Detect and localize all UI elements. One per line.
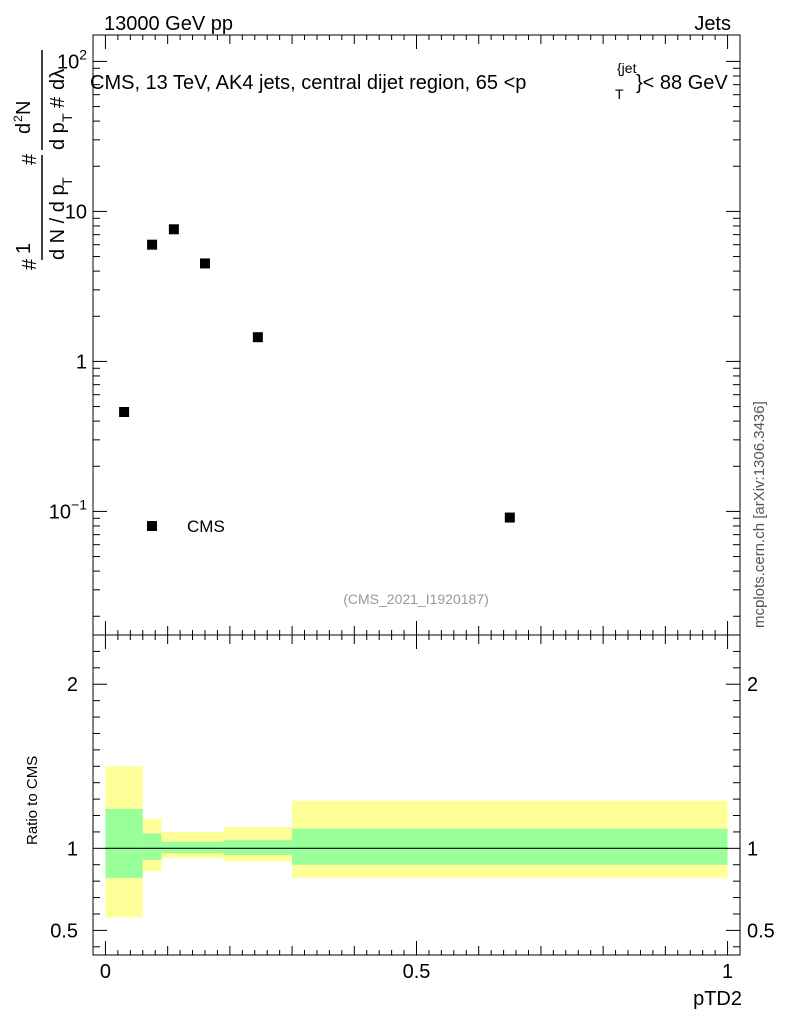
svg-text:d: d — [13, 123, 35, 134]
ratio-y-tick-label-right: 1 — [747, 838, 758, 860]
svg-text:#: # — [19, 258, 41, 270]
data-point — [199, 258, 210, 269]
svg-text:d p: d p — [47, 122, 69, 150]
main-frame — [92, 34, 741, 636]
main-y-tick-label: 1 — [76, 351, 87, 373]
ratio-tick-labels: 0.5 0.5 1 1 2 2 0 0.5 1 — [50, 674, 775, 983]
svg-text:N: N — [13, 101, 35, 115]
ratio-inner-band — [105, 808, 143, 878]
ratio-inner-band — [292, 828, 728, 865]
ratio-inner-band — [161, 841, 224, 854]
ratio-y-tick-label-left: 1 — [67, 838, 78, 860]
legend-marker — [147, 521, 157, 531]
x-tick-label: 0.5 — [403, 961, 431, 983]
energy-label: 13000 GeV pp — [104, 13, 233, 35]
ratio-y-tick-label-left: 2 — [67, 674, 78, 696]
analysis-id: (CMS_2021_I1920187) — [343, 591, 489, 607]
ratio-y-tick-label-left: 0.5 — [50, 920, 78, 942]
x-tick-label: 1 — [722, 961, 733, 983]
chart-title-sup: {jet — [617, 60, 637, 76]
main-panel: 10−1 1 10 102 CMS, 13 TeV, AK4 jets, centra… — [11, 34, 741, 636]
side-credit-label: mcplots.cern.ch [arXiv:1306.3436] — [751, 401, 768, 628]
x-tick-label: 0 — [100, 961, 111, 983]
main-y-tick-label: 10−1 — [49, 496, 87, 523]
ratio-y-tick-label-right: 0.5 — [747, 920, 775, 942]
legend-label: CMS — [187, 517, 225, 536]
chart-title-suffix: }< 88 GeV — [636, 72, 728, 94]
ratio-panel: 0.5 0.5 1 1 2 2 0 0.5 1 Ratio to CMS pTD2 — [24, 634, 775, 1010]
svg-text:T: T — [59, 177, 75, 186]
main-y-tick-label: 10 — [65, 201, 87, 223]
svg-text:T: T — [59, 113, 75, 122]
data-points — [119, 224, 515, 523]
ratio-inner-band — [223, 840, 293, 855]
main-y-tick-labels: 10−1 1 10 102 — [49, 46, 87, 523]
ratio-y-tick-label-right: 2 — [747, 674, 758, 696]
x-axis-label: pTD2 — [693, 988, 742, 1010]
category-label: Jets — [694, 13, 731, 35]
ratio-y-axis-label: Ratio to CMS — [24, 756, 41, 845]
chart-title-prefix: CMS, 13 TeV, AK4 jets, central dijet reg… — [90, 72, 526, 94]
data-point — [119, 407, 130, 417]
svg-text:1: 1 — [13, 243, 35, 254]
svg-text:2: 2 — [11, 115, 25, 122]
main-axis-ticks — [93, 35, 740, 635]
svg-text:d N / d p: d N / d p — [47, 184, 69, 260]
data-point — [168, 224, 179, 235]
svg-text:#: # — [19, 153, 41, 165]
svg-text:#: # — [47, 96, 69, 108]
data-point — [252, 332, 263, 343]
data-point — [147, 239, 158, 250]
ratio-axis-ticks — [93, 635, 740, 955]
chart-title: CMS, 13 TeV, AK4 jets, central dijet reg… — [90, 72, 526, 94]
ratio-frame — [92, 634, 741, 956]
chart-title-sub: T — [615, 86, 624, 102]
ratio-bands — [105, 766, 728, 918]
main-y-tick-label: 102 — [57, 46, 87, 73]
data-point — [504, 512, 515, 523]
svg-text:dλ: dλ — [47, 69, 69, 90]
ratio-inner-band — [142, 833, 162, 860]
main-y-axis-label: # 1 d N / d p T # d 2 N d p T # dλ — [11, 50, 75, 270]
